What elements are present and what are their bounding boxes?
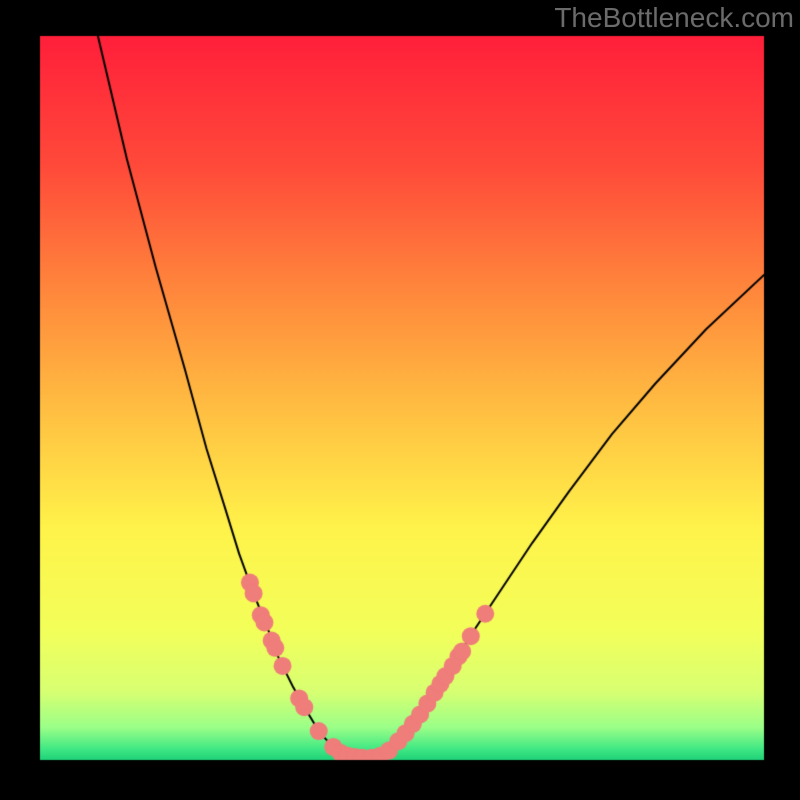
- chart-canvas: [0, 0, 800, 800]
- chart-stage: TheBottleneck.com: [0, 0, 800, 800]
- watermark-text: TheBottleneck.com: [554, 0, 800, 34]
